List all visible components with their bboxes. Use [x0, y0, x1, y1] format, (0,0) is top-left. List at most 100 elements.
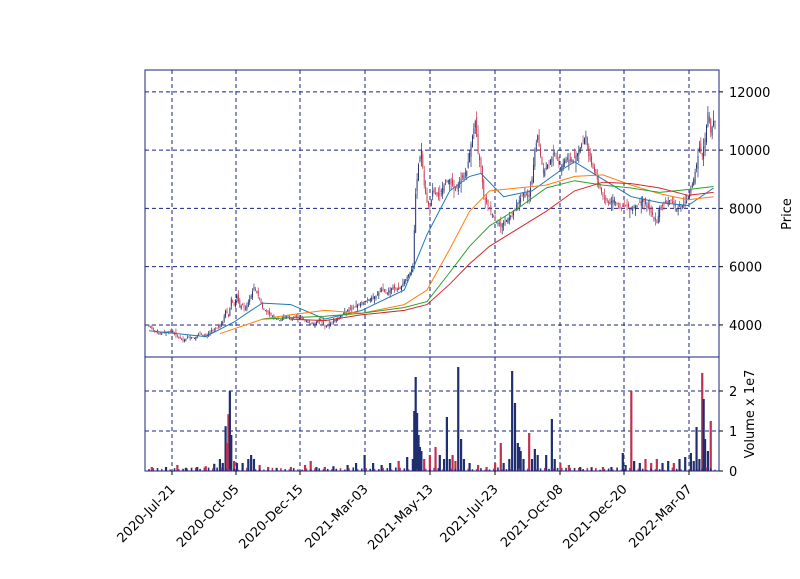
volume-bar [386, 468, 389, 471]
candle-body [232, 300, 234, 302]
candle-body [332, 321, 334, 323]
volume-bar [714, 469, 716, 471]
candle-body [381, 289, 383, 291]
volume-bar [501, 469, 504, 471]
volume-bar [536, 455, 539, 471]
candle-body [596, 176, 598, 180]
volume-bar [688, 469, 691, 471]
candle-body [413, 230, 415, 265]
candle-body [569, 158, 571, 162]
candle-body [684, 202, 686, 203]
candle-body [340, 315, 341, 317]
candle-body [382, 287, 384, 291]
candle-body [554, 153, 556, 154]
candle-body [298, 317, 300, 319]
x-tick-label: 2021-Oct-08 [498, 482, 566, 550]
volume-bar [360, 468, 363, 471]
candle-body [690, 189, 692, 193]
volume-bar [233, 461, 236, 471]
volume-bar [221, 463, 224, 471]
candle-body [575, 155, 577, 162]
candle-body [182, 338, 184, 341]
candle-body [242, 304, 244, 305]
candle-body [578, 150, 580, 155]
volume-bar [548, 468, 550, 471]
candle-body [208, 333, 210, 335]
volume-bar [511, 371, 514, 471]
candle-body [657, 215, 659, 224]
candle-body [670, 199, 672, 201]
volume-bar [252, 459, 256, 471]
candle-body [254, 288, 256, 290]
candle-body [493, 215, 495, 218]
volume-bar [508, 459, 511, 471]
volume-bar [297, 469, 299, 471]
candle-body [515, 205, 517, 207]
volume-bar [535, 469, 538, 471]
candle-body [166, 331, 168, 333]
volume-bar [556, 467, 559, 471]
candle-body [659, 208, 661, 218]
candle-body [151, 326, 153, 329]
candle-body [640, 201, 642, 206]
volume-bar [315, 467, 318, 471]
volume-bar [582, 469, 584, 471]
candle-body [507, 218, 509, 224]
candle-body [679, 205, 680, 207]
volume-bar [528, 433, 531, 471]
candle-body [267, 310, 269, 314]
candle-body [447, 180, 449, 183]
candle-body [710, 118, 712, 133]
volume-bar [654, 469, 657, 471]
candle-body [181, 339, 183, 341]
volume-bar [702, 399, 705, 471]
candle-body [649, 206, 651, 211]
candle-body [608, 202, 610, 203]
candle-body [500, 222, 502, 226]
candle-body [698, 147, 700, 152]
volume-bar [462, 459, 466, 471]
candle-body [148, 326, 150, 328]
volume-bar [284, 469, 286, 471]
candle-body [388, 291, 390, 293]
candle-body [532, 164, 534, 183]
candle-body [639, 202, 641, 203]
candle-body [342, 313, 344, 315]
candle-body [437, 192, 439, 197]
candle-body [260, 299, 262, 304]
candle-body [635, 206, 637, 211]
candle-body [152, 327, 154, 330]
volume-bar [630, 391, 633, 471]
candle-body [185, 338, 187, 341]
volume-bar [237, 469, 240, 471]
volume-bar [467, 468, 469, 471]
candle-body [227, 314, 229, 317]
volume-bar [672, 463, 675, 471]
candle-body [172, 330, 174, 333]
candle-body [195, 336, 197, 340]
volume-bar [346, 465, 349, 471]
candle-body [433, 188, 435, 193]
candle-body [225, 310, 227, 317]
candle-body [452, 179, 454, 186]
volume-bar [258, 468, 261, 471]
volume-bar [494, 463, 497, 471]
moving-average-line [148, 161, 714, 338]
candle-body [310, 323, 312, 325]
volume-bar [620, 469, 623, 471]
candle-body [325, 325, 327, 327]
volume-bar [411, 459, 414, 471]
volume-bar [173, 468, 176, 471]
candle-body [623, 206, 625, 207]
volume-bar [258, 465, 261, 471]
candle-body [498, 222, 500, 225]
volume-bar [522, 468, 525, 471]
candle-body [469, 153, 471, 163]
moving-average-line [290, 181, 714, 322]
volume-bar [624, 465, 627, 471]
candle-body [229, 307, 231, 317]
volume-bar [539, 468, 542, 471]
candle-body [429, 208, 431, 210]
volume-bar [176, 465, 179, 471]
candle-body [473, 128, 475, 134]
